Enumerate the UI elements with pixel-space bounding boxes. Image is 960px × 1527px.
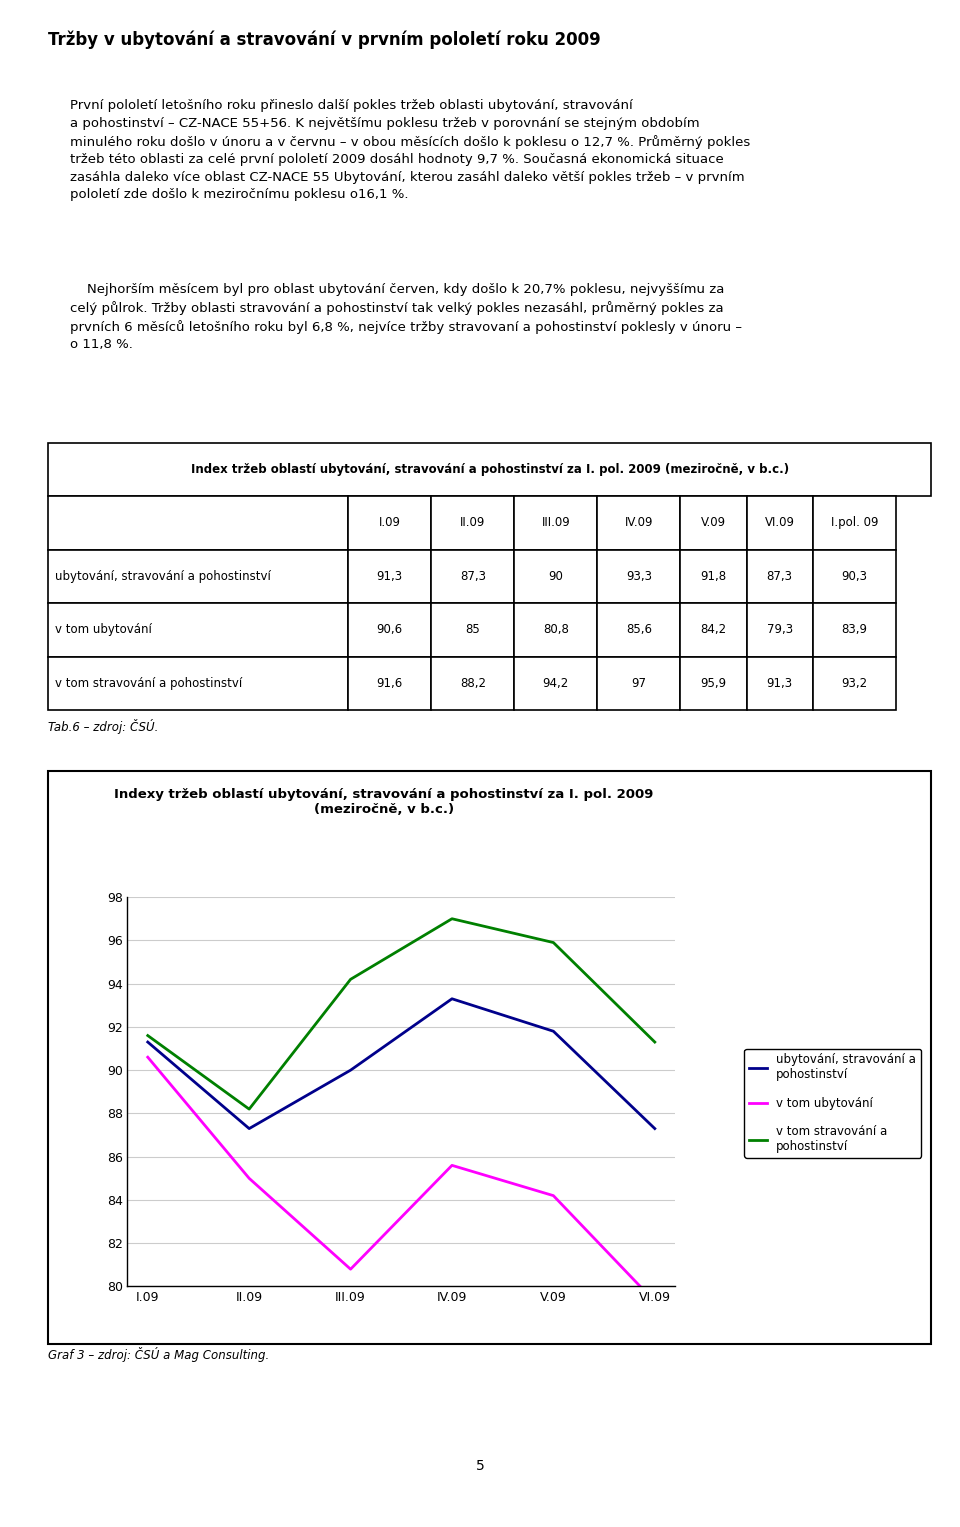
Text: 79,3: 79,3 — [767, 623, 793, 637]
Bar — [813, 496, 896, 550]
Text: 91,8: 91,8 — [701, 570, 727, 583]
Text: 85,6: 85,6 — [626, 623, 652, 637]
Text: 90: 90 — [548, 570, 564, 583]
Bar — [597, 550, 681, 603]
Bar — [515, 603, 597, 657]
Bar — [597, 657, 681, 710]
Text: 90,3: 90,3 — [841, 570, 868, 583]
Bar — [431, 657, 515, 710]
Bar — [515, 496, 597, 550]
Bar — [515, 657, 597, 710]
Text: V.09: V.09 — [701, 516, 726, 530]
Bar — [747, 657, 813, 710]
Bar — [431, 550, 515, 603]
Text: 91,6: 91,6 — [376, 676, 403, 690]
Bar — [515, 550, 597, 603]
Text: II.09: II.09 — [460, 516, 486, 530]
Text: 95,9: 95,9 — [701, 676, 727, 690]
Bar — [813, 550, 896, 603]
Text: ubytování, stravování a pohostinství: ubytování, stravování a pohostinství — [55, 570, 271, 583]
Legend: ubytování, stravování a
pohostinství, v tom ubytování, v tom stravování a
pohost: ubytování, stravování a pohostinství, v … — [744, 1049, 921, 1157]
Text: 90,6: 90,6 — [376, 623, 403, 637]
Text: 87,3: 87,3 — [460, 570, 486, 583]
Text: 87,3: 87,3 — [767, 570, 793, 583]
Text: 93,3: 93,3 — [626, 570, 652, 583]
Bar — [348, 603, 431, 657]
Bar — [813, 657, 896, 710]
Text: Graf 3 – zdroj: ČSÚ a Mag Consulting.: Graf 3 – zdroj: ČSÚ a Mag Consulting. — [48, 1347, 269, 1362]
Bar — [597, 603, 681, 657]
Text: Index tržeb oblastí ubytování, stravování a pohostinství za I. pol. 2009 (meziro: Index tržeb oblastí ubytování, stravován… — [190, 463, 789, 476]
Bar — [813, 603, 896, 657]
Text: 91,3: 91,3 — [767, 676, 793, 690]
Text: 80,8: 80,8 — [543, 623, 568, 637]
Text: 97: 97 — [632, 676, 646, 690]
Bar — [431, 496, 515, 550]
Bar — [348, 550, 431, 603]
Text: 91,3: 91,3 — [376, 570, 403, 583]
Text: 88,2: 88,2 — [460, 676, 486, 690]
Bar — [48, 443, 931, 496]
Bar — [48, 496, 348, 550]
Bar — [747, 550, 813, 603]
Bar — [48, 657, 348, 710]
Text: Indexy tržeb oblastí ubytování, stravování a pohostinství za I. pol. 2009
(mezir: Indexy tržeb oblastí ubytování, stravová… — [114, 788, 654, 817]
Text: 83,9: 83,9 — [841, 623, 868, 637]
Bar — [747, 603, 813, 657]
Bar — [681, 496, 747, 550]
Text: 5: 5 — [475, 1458, 485, 1474]
Bar — [747, 496, 813, 550]
Bar — [597, 496, 681, 550]
Text: První pololetí letošního roku přineslo další pokles tržeb oblasti ubytování, str: První pololetí letošního roku přineslo d… — [70, 99, 751, 202]
Bar — [681, 657, 747, 710]
Text: I.pol. 09: I.pol. 09 — [830, 516, 878, 530]
Bar — [348, 496, 431, 550]
Text: III.09: III.09 — [541, 516, 570, 530]
Text: v tom stravování a pohostinství: v tom stravování a pohostinství — [55, 676, 242, 690]
Text: VI.09: VI.09 — [765, 516, 795, 530]
Text: Nejhorším měsícem byl pro oblast ubytování červen, kdy došlo k 20,7% poklesu, ne: Nejhorším měsícem byl pro oblast ubytová… — [70, 282, 742, 351]
Bar — [348, 657, 431, 710]
Text: 84,2: 84,2 — [701, 623, 727, 637]
Bar — [681, 603, 747, 657]
Bar — [48, 550, 348, 603]
Text: Tržby v ubytování a stravování v prvním pololetí roku 2009: Tržby v ubytování a stravování v prvním … — [48, 31, 601, 49]
Bar — [431, 603, 515, 657]
Text: I.09: I.09 — [379, 516, 400, 530]
Bar — [48, 603, 348, 657]
Text: 85: 85 — [466, 623, 480, 637]
Text: 93,2: 93,2 — [841, 676, 868, 690]
Bar — [681, 550, 747, 603]
Text: 94,2: 94,2 — [542, 676, 569, 690]
Text: IV.09: IV.09 — [625, 516, 653, 530]
Text: v tom ubytování: v tom ubytování — [55, 623, 152, 637]
Text: Tab.6 – zdroj: ČSÚ.: Tab.6 – zdroj: ČSÚ. — [48, 719, 158, 734]
